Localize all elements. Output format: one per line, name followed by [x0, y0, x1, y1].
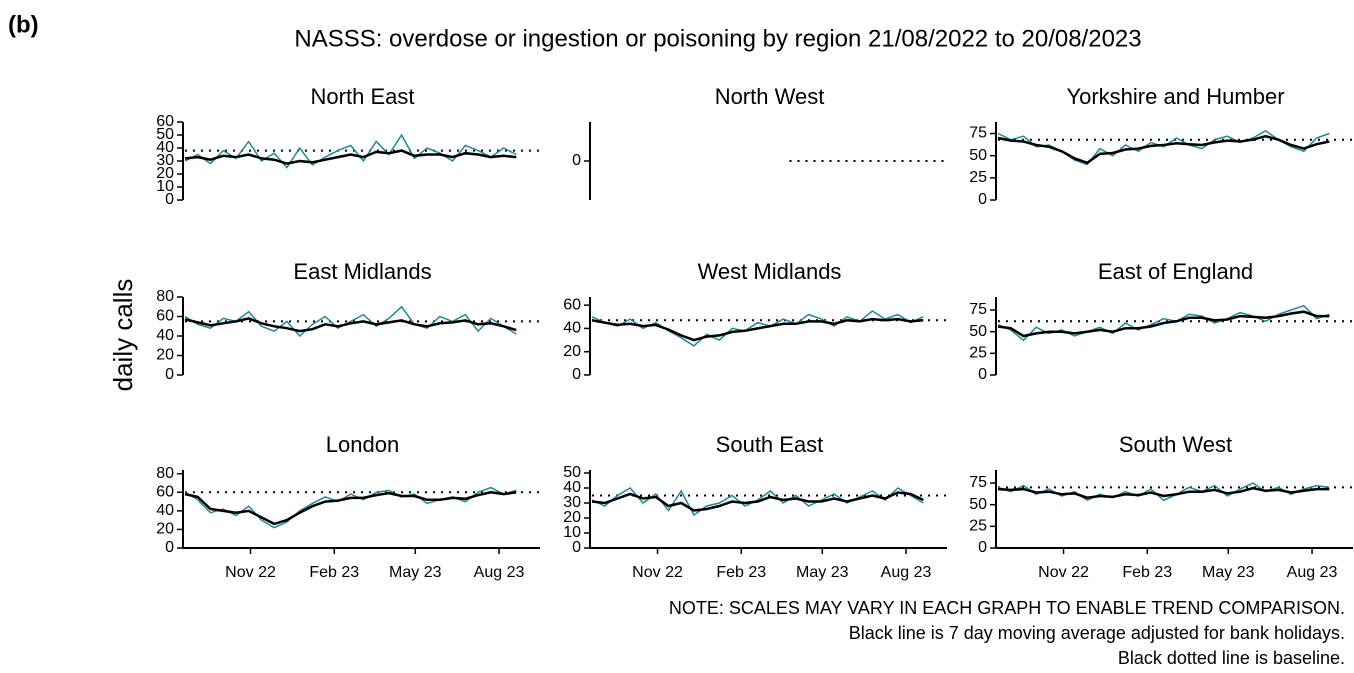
note: Black dotted line is baseline. [1118, 648, 1345, 668]
y-tick-label: 40 [563, 479, 581, 496]
y-tick-label: 40 [156, 502, 174, 519]
y-tick-label: 30 [156, 152, 174, 169]
y-tick-label: 30 [563, 494, 581, 511]
y-tick-label: 20 [156, 165, 174, 182]
y-tick-label: 60 [563, 296, 581, 313]
x-tick-label: Aug 23 [881, 564, 932, 581]
y-tick-label: 50 [969, 496, 987, 513]
panel-title: East Midlands [293, 259, 431, 284]
x-tick-label: Feb 23 [309, 564, 359, 581]
note: NOTE: SCALES MAY VARY IN EACH GRAPH TO E… [669, 598, 1345, 618]
x-tick-label: May 23 [796, 564, 849, 581]
y-tick-label: 0 [165, 366, 174, 383]
y-tick-label: 0 [572, 152, 581, 169]
y-tick-label: 20 [563, 343, 581, 360]
y-tick-label: 75 [969, 125, 987, 142]
y-tick-label: 20 [156, 521, 174, 538]
y-tick-label: 0 [165, 191, 174, 208]
x-tick-label: Nov 22 [1038, 564, 1089, 581]
panel-title: South East [716, 432, 824, 457]
panel-label: (b) [8, 11, 39, 38]
y-tick-label: 50 [969, 147, 987, 164]
y-tick-label: 0 [165, 539, 174, 556]
y-tick-label: 0 [978, 539, 987, 556]
y-tick-label: 0 [978, 366, 987, 383]
moving-average-line [184, 491, 517, 526]
y-tick-label: 20 [156, 347, 174, 364]
y-tick-label: 25 [969, 518, 987, 535]
x-tick-label: Aug 23 [1287, 564, 1338, 581]
y-tick-label: 75 [969, 474, 987, 491]
y-tick-label: 40 [156, 139, 174, 156]
y-tick-label: 0 [978, 191, 987, 208]
x-tick-label: Feb 23 [716, 564, 766, 581]
y-tick-label: 50 [563, 464, 581, 481]
moving-average-line [997, 134, 1330, 165]
y-tick-label: 0 [572, 366, 581, 383]
moving-average-line [184, 149, 517, 165]
daily-line [184, 305, 517, 338]
figure-title: NASSS: overdose or ingestion or poisonin… [294, 25, 1141, 52]
x-tick-label: May 23 [1202, 564, 1255, 581]
panel-title: North West [715, 84, 825, 109]
y-axis-label: daily calls [108, 279, 138, 392]
x-tick-label: May 23 [389, 564, 442, 581]
daily-line [591, 487, 924, 517]
y-tick-label: 60 [156, 308, 174, 325]
note: Black line is 7 day moving average adjus… [849, 623, 1345, 643]
x-tick-label: Aug 23 [474, 564, 525, 581]
y-tick-label: 50 [969, 323, 987, 340]
panel-title: North East [311, 84, 415, 109]
x-tick-label: Feb 23 [1122, 564, 1172, 581]
panel-title: East of England [1098, 259, 1253, 284]
y-tick-label: 20 [563, 509, 581, 526]
daily-line [184, 133, 517, 169]
y-tick-label: 80 [156, 465, 174, 482]
panel-title: West Midlands [698, 259, 842, 284]
y-tick-label: 60 [156, 113, 174, 130]
x-tick-label: Nov 22 [632, 564, 683, 581]
moving-average-line [184, 317, 517, 333]
moving-average-line [997, 310, 1330, 338]
moving-average-line [591, 317, 924, 342]
y-tick-label: 40 [156, 327, 174, 344]
y-tick-label: 80 [156, 288, 174, 305]
panel-title: London [326, 432, 399, 457]
x-tick-label: Nov 22 [225, 564, 276, 581]
panel-title: Yorkshire and Humber [1066, 84, 1284, 109]
moving-average-line [997, 486, 1330, 499]
y-tick-label: 10 [563, 524, 581, 541]
daily-line [184, 486, 517, 529]
y-tick-label: 25 [969, 345, 987, 362]
y-tick-label: 75 [969, 301, 987, 318]
y-tick-label: 60 [156, 484, 174, 501]
moving-average-line [591, 491, 924, 512]
y-tick-label: 0 [572, 539, 581, 556]
y-tick-label: 50 [156, 126, 174, 143]
panel-title: South West [1119, 432, 1232, 457]
y-tick-label: 25 [969, 169, 987, 186]
y-tick-label: 40 [563, 320, 581, 337]
y-tick-label: 10 [156, 178, 174, 195]
